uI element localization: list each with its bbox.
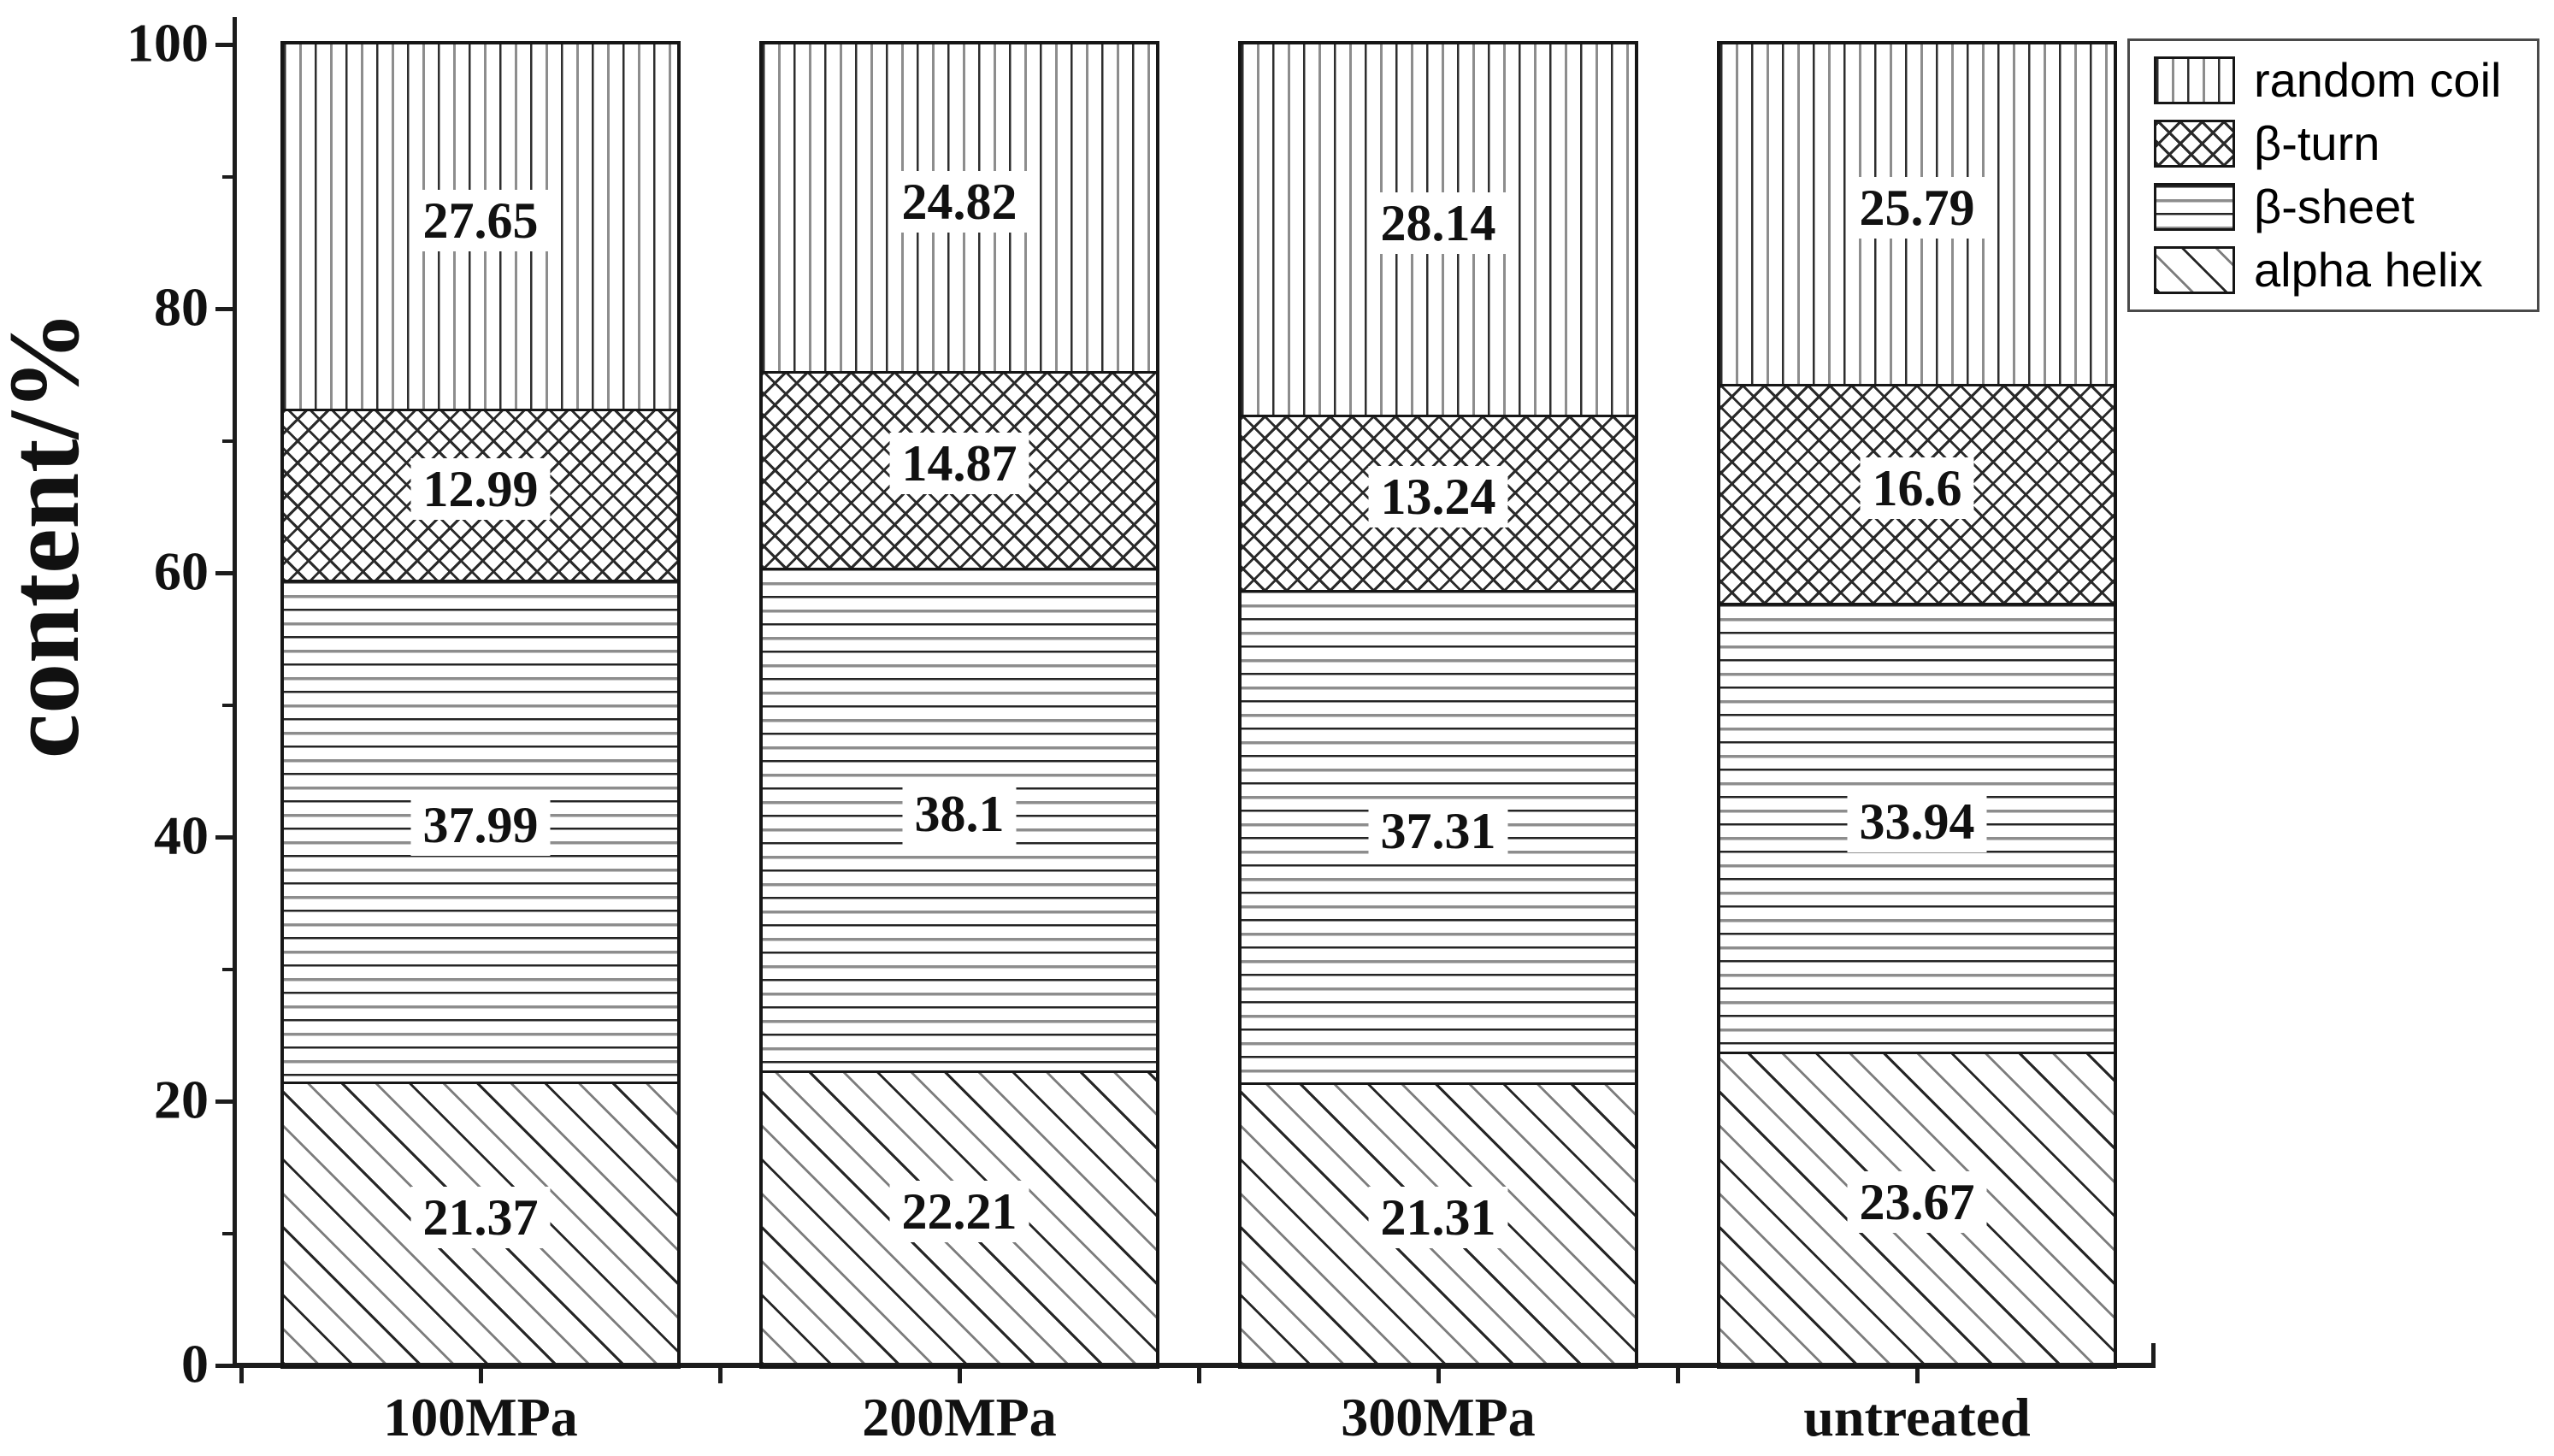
x-axis-end-cap xyxy=(2151,1343,2156,1365)
legend-label: alpha helix xyxy=(2254,243,2483,297)
bar-value-label: 13.24 xyxy=(1368,466,1508,528)
x-tick xyxy=(1675,1368,1680,1383)
x-category-label: 300MPa xyxy=(1341,1387,1536,1447)
x-axis-line xyxy=(233,1363,2156,1368)
bar-outline xyxy=(759,41,1159,1369)
x-tick xyxy=(717,1368,723,1383)
legend-item: random coil xyxy=(2154,56,2537,104)
y-axis-line xyxy=(233,17,237,1368)
bar-value-label: 24.82 xyxy=(889,170,1029,233)
y-minor-tick xyxy=(222,703,233,707)
bar-value-label: 27.65 xyxy=(410,189,551,251)
bar-value-label: 16.6 xyxy=(1860,457,1974,519)
x-tick xyxy=(957,1368,962,1383)
x-category-label: untreated xyxy=(1803,1387,2031,1447)
y-tick-label: 80 xyxy=(154,276,209,338)
bar-value-label: 21.31 xyxy=(1368,1187,1508,1249)
x-tick xyxy=(1914,1368,1920,1383)
bar-value-label: 22.21 xyxy=(889,1181,1029,1243)
segment-divider xyxy=(763,370,1156,374)
legend-swatch-horizontal-lines xyxy=(2154,183,2235,231)
bar-segment-diagonal-hatch xyxy=(763,1071,1156,1365)
y-tick-label: 20 xyxy=(154,1069,209,1130)
bar-outline xyxy=(280,41,681,1369)
segment-divider xyxy=(284,408,677,411)
segment-divider xyxy=(284,1082,677,1085)
bar-outline xyxy=(1717,41,2117,1369)
legend-swatch-crosshatch xyxy=(2154,120,2235,168)
segment-divider xyxy=(763,1070,1156,1074)
bar-value-label: 28.14 xyxy=(1368,192,1508,255)
bar-value-label: 37.99 xyxy=(410,794,551,857)
bar-segment-horizontal-lines xyxy=(1720,604,2114,1053)
legend-label: random coil xyxy=(2254,53,2502,107)
x-category-label: 100MPa xyxy=(383,1387,578,1447)
legend-label: β-turn xyxy=(2254,116,2380,170)
y-minor-tick xyxy=(222,174,233,179)
y-tick-label: 100 xyxy=(127,12,209,74)
x-tick xyxy=(239,1368,244,1383)
legend-label: β-sheet xyxy=(2254,180,2415,233)
y-tick-label: 60 xyxy=(154,540,209,602)
bar-value-label: 21.37 xyxy=(410,1186,551,1248)
segment-divider xyxy=(284,580,677,583)
bar-outline xyxy=(1238,41,1638,1369)
segment-divider xyxy=(1242,1082,1635,1086)
bar-value-label: 37.31 xyxy=(1368,799,1508,862)
bar-segment-horizontal-lines xyxy=(284,581,677,1083)
y-tick-label: 0 xyxy=(181,1333,209,1394)
y-major-tick xyxy=(215,1363,233,1368)
y-major-tick xyxy=(215,306,233,311)
bar-value-label: 14.87 xyxy=(889,433,1029,495)
y-tick-label: 40 xyxy=(154,805,209,866)
legend-item: alpha helix xyxy=(2154,246,2537,294)
y-minor-tick xyxy=(222,967,233,971)
y-axis-title: content/% xyxy=(0,309,100,759)
bar-value-label: 33.94 xyxy=(1847,791,1987,853)
x-tick xyxy=(478,1368,483,1383)
segment-divider xyxy=(1720,1051,2114,1054)
y-minor-tick xyxy=(222,439,233,443)
x-tick xyxy=(1196,1368,1201,1383)
segment-divider xyxy=(1242,415,1635,418)
legend-item: β-sheet xyxy=(2154,183,2537,231)
legend-item: β-turn xyxy=(2154,120,2537,168)
x-tick xyxy=(1436,1368,1441,1383)
bar-value-label: 12.99 xyxy=(410,457,551,520)
y-minor-tick xyxy=(222,1231,233,1235)
bar-value-label: 23.67 xyxy=(1847,1171,1987,1234)
y-major-tick xyxy=(215,570,233,575)
x-category-label: 200MPa xyxy=(862,1387,1057,1447)
y-major-tick xyxy=(215,1099,233,1104)
legend-swatch-diagonal-hatch xyxy=(2154,246,2235,294)
segment-divider xyxy=(1720,603,2114,606)
legend-swatch-vertical-lines xyxy=(2154,56,2235,104)
bar-value-label: 25.79 xyxy=(1847,177,1987,239)
y-major-tick xyxy=(215,834,233,840)
legend-box: random coil β-turn β-sheet alpha helix xyxy=(2127,38,2539,312)
segment-divider xyxy=(1242,589,1635,592)
bar-value-label: 38.1 xyxy=(902,782,1017,845)
y-major-tick xyxy=(215,42,233,47)
segment-divider xyxy=(763,567,1156,570)
segment-divider xyxy=(1720,383,2114,386)
